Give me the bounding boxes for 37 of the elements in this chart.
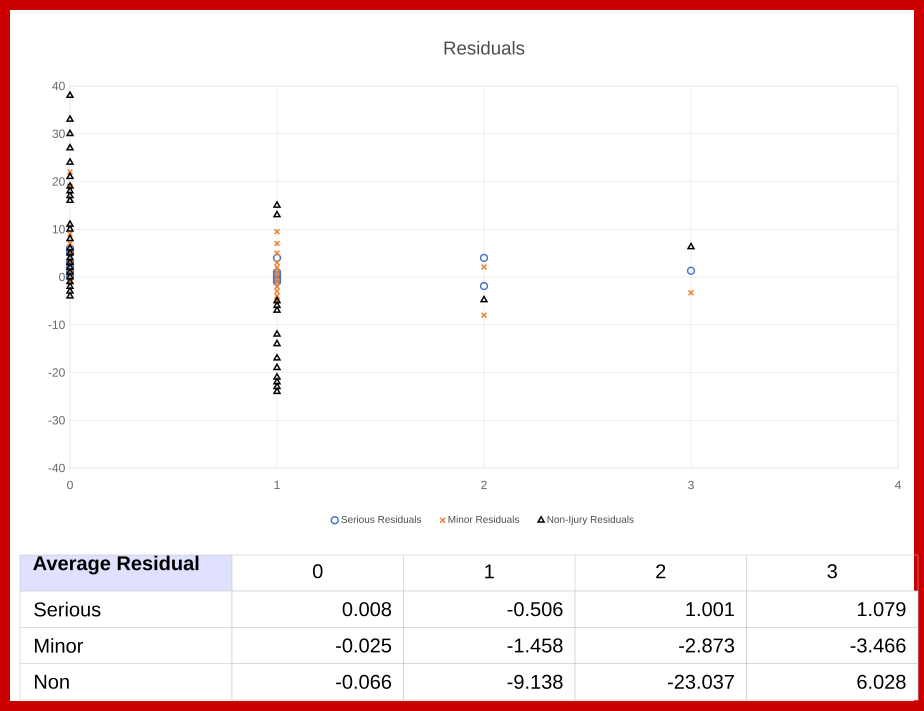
chart-title: Average Residual	[33, 556, 198, 574]
chart-title: Residuals	[444, 40, 524, 55]
y-tick-label: Serious	[34, 602, 100, 617]
x-tick-label: 3	[827, 564, 837, 578]
y-tick-label: 40	[52, 82, 65, 90]
data-label: -0.025	[336, 638, 392, 653]
x-tick-label: 2	[481, 480, 487, 490]
data-label: 6.028	[857, 674, 906, 689]
x-tick-label: 4	[894, 480, 901, 489]
data-label: 1.079	[858, 602, 906, 616]
x-tick-label: 1	[485, 564, 494, 578]
data-label: -3.466	[850, 638, 906, 653]
y-tick-label: -30	[48, 416, 65, 425]
x-tick-label: 3	[688, 480, 694, 490]
data-label: -1.458	[508, 638, 563, 653]
legend-label: Serious Residuals	[341, 516, 422, 523]
y-tick-label: -20	[48, 368, 65, 377]
y-tick-label: Non	[35, 674, 69, 689]
y-tick-label: -10	[48, 320, 65, 329]
legend-label: Non-Ijury Residuals	[548, 516, 634, 525]
x-tick-label: 0	[312, 564, 323, 578]
data-label: 0.008	[342, 602, 392, 616]
y-tick-label: 0	[59, 272, 65, 282]
y-tick-label: 10	[52, 224, 65, 234]
data-label: -0.506	[508, 602, 563, 616]
y-tick-label: 30	[52, 129, 65, 138]
data-label: -0.066	[336, 674, 392, 689]
data-label: 1.001	[686, 602, 734, 616]
data-label: -2.873	[679, 638, 734, 653]
x-tick-label: 2	[656, 564, 666, 578]
data-label: -23.037	[668, 674, 734, 689]
y-tick-label: 20	[52, 177, 65, 186]
x-tick-label: 1	[274, 480, 280, 489]
y-tick-label: -40	[48, 464, 65, 472]
y-tick-label: Minor	[35, 638, 84, 653]
data-label: -9.138	[508, 674, 563, 689]
legend-label: Minor Residuals	[448, 516, 520, 523]
